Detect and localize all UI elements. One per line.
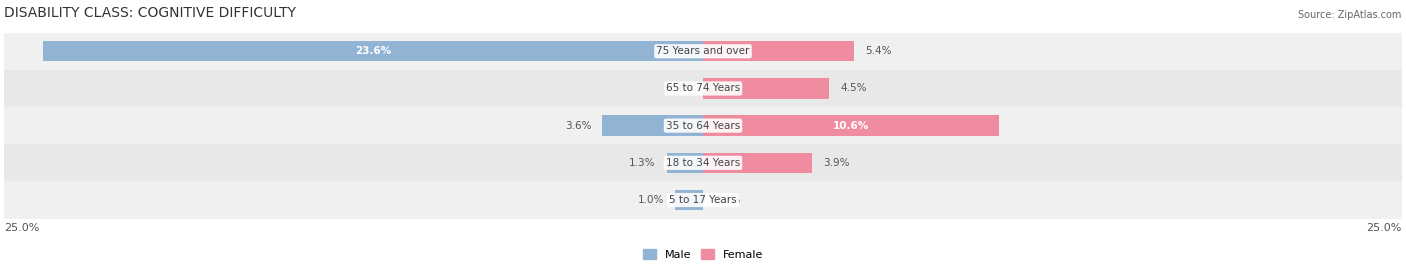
Bar bbox=[703, 153, 813, 173]
Text: 1.3%: 1.3% bbox=[628, 158, 655, 168]
Bar bbox=[4, 70, 1402, 107]
Text: 4.5%: 4.5% bbox=[839, 83, 866, 93]
Bar bbox=[4, 33, 1402, 70]
Text: 3.6%: 3.6% bbox=[565, 121, 591, 131]
Text: 35 to 64 Years: 35 to 64 Years bbox=[666, 121, 740, 131]
Bar bbox=[703, 115, 1000, 136]
Bar bbox=[703, 41, 853, 62]
Legend: Male, Female: Male, Female bbox=[643, 249, 763, 260]
Bar bbox=[602, 115, 703, 136]
Bar bbox=[4, 144, 1402, 181]
Bar bbox=[4, 107, 1402, 144]
Text: 25.0%: 25.0% bbox=[1367, 223, 1402, 233]
Text: 25.0%: 25.0% bbox=[4, 223, 39, 233]
Bar bbox=[703, 78, 828, 99]
Text: 18 to 34 Years: 18 to 34 Years bbox=[666, 158, 740, 168]
Text: 23.6%: 23.6% bbox=[356, 46, 391, 56]
Text: 1.0%: 1.0% bbox=[637, 195, 664, 205]
Text: 3.9%: 3.9% bbox=[823, 158, 849, 168]
Text: 10.6%: 10.6% bbox=[832, 121, 869, 131]
Bar bbox=[675, 190, 703, 210]
Text: DISABILITY CLASS: COGNITIVE DIFFICULTY: DISABILITY CLASS: COGNITIVE DIFFICULTY bbox=[4, 6, 297, 20]
Text: 0.0%: 0.0% bbox=[665, 83, 692, 93]
Text: 5.4%: 5.4% bbox=[865, 46, 891, 56]
Bar bbox=[4, 181, 1402, 219]
Bar bbox=[44, 41, 703, 62]
Text: 65 to 74 Years: 65 to 74 Years bbox=[666, 83, 740, 93]
Text: Source: ZipAtlas.com: Source: ZipAtlas.com bbox=[1299, 10, 1402, 20]
Bar bbox=[666, 153, 703, 173]
Text: 0.0%: 0.0% bbox=[714, 195, 741, 205]
Text: 5 to 17 Years: 5 to 17 Years bbox=[669, 195, 737, 205]
Text: 75 Years and over: 75 Years and over bbox=[657, 46, 749, 56]
